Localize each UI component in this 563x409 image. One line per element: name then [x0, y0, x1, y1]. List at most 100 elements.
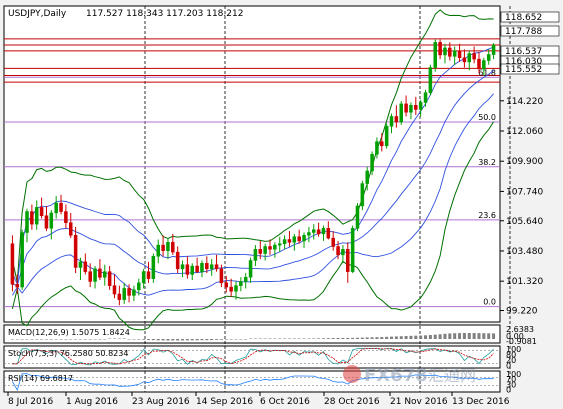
candle-body: [214, 264, 219, 270]
stoch-scale-label: 100: [506, 345, 521, 354]
candle-body: [258, 249, 263, 254]
watermark: FX678 汇通网: [343, 365, 476, 386]
stoch-d-line: [12, 348, 494, 365]
candle-body: [64, 211, 68, 223]
candle-body: [467, 53, 472, 63]
macd-histogram-bar: [190, 339, 194, 341]
macd-histogram-bar: [44, 339, 48, 340]
macd-histogram-bar: [244, 339, 248, 340]
macd-histogram-bar: [83, 339, 87, 340]
macd-histogram-bar: [307, 338, 311, 339]
macd-histogram-bar: [54, 339, 58, 340]
price-tag-box: [500, 63, 560, 75]
candle-body: [93, 268, 97, 282]
rsi-scale-label: 100: [506, 370, 521, 379]
macd-histogram-bar: [30, 339, 34, 340]
macd-label: MACD(12,26,9) 1.5075 1.8424: [8, 328, 130, 337]
macd-histogram-bar: [472, 333, 476, 339]
macd-scale-mid: 0.00: [506, 332, 524, 341]
macd-histogram-bar: [74, 339, 78, 340]
macd-histogram-bar: [477, 333, 481, 339]
rsi-scale-label: 30: [506, 380, 516, 389]
macd-histogram-bar: [428, 335, 432, 339]
candle-body: [346, 249, 350, 272]
candle-body: [331, 237, 335, 247]
price-tick-label: 105.640: [506, 217, 543, 227]
macd-histogram-bar: [117, 338, 121, 339]
macd-histogram-bar: [326, 338, 330, 339]
candle-body: [161, 244, 165, 251]
macd-histogram-bar: [443, 333, 447, 339]
macd-histogram-bar: [69, 339, 73, 340]
candle-body: [166, 242, 170, 251]
candle-body: [277, 243, 282, 246]
candle-body: [200, 263, 204, 272]
price-tag-label: 116.537: [505, 47, 542, 57]
candle-body: [190, 265, 195, 275]
macd-histogram-bar: [10, 339, 14, 340]
candle-body: [180, 264, 185, 270]
price-tick-label: 109.900: [506, 157, 543, 167]
macd-histogram-bar: [390, 336, 394, 339]
macd-histogram-bar: [35, 339, 39, 340]
rsi-label: RSI(14) 69.6817: [8, 374, 73, 383]
fibonacci-level-label: 50.0: [478, 113, 496, 122]
macd-histogram-bar: [394, 336, 398, 339]
candle-body: [234, 285, 238, 292]
candle-body: [39, 207, 44, 216]
macd-histogram-bar: [132, 339, 136, 340]
candle-body: [457, 50, 462, 58]
candle-body: [326, 228, 331, 239]
candle-body: [83, 261, 88, 272]
macd-histogram-bar: [151, 339, 155, 341]
candle-body: [370, 153, 374, 172]
macd-histogram-bar: [321, 338, 325, 339]
macd-histogram-bar: [15, 339, 19, 340]
candle-body: [137, 282, 141, 291]
macd-histogram-bar: [122, 338, 126, 339]
candle-body: [248, 260, 253, 278]
macd-histogram-bar: [424, 335, 428, 339]
price-tag-label: 118.652: [505, 13, 542, 23]
macd-histogram-bar: [229, 339, 233, 340]
macd-histogram-bar: [351, 337, 355, 339]
macd-histogram-bar: [224, 339, 228, 340]
macd-histogram-bar: [185, 339, 189, 341]
candle-body: [239, 281, 243, 286]
candle-body: [78, 261, 83, 268]
watermark-text: FX678: [364, 365, 428, 386]
stoch-scale-label: 20: [506, 356, 516, 365]
candle-body: [127, 288, 131, 296]
price-tick-label: 114.220: [506, 97, 543, 107]
macd-histogram-bar: [25, 339, 29, 340]
macd-histogram-bar: [487, 333, 491, 339]
candle-body: [316, 229, 321, 235]
macd-histogram-bar: [49, 339, 53, 340]
candle-body: [428, 67, 433, 93]
candle-body: [224, 282, 229, 288]
macd-histogram-bar: [219, 339, 223, 340]
macd-histogram-bar: [419, 335, 423, 339]
macd-histogram-bar: [64, 339, 68, 340]
candle-body: [112, 285, 117, 295]
candle-body: [404, 103, 408, 113]
macd-histogram-bar: [273, 338, 277, 339]
macd-histogram-bar: [108, 338, 112, 339]
candle-body: [311, 229, 316, 233]
candle-body: [355, 205, 360, 229]
date-tick-label: 1 Aug 2016: [66, 397, 118, 407]
macd-histogram-bar: [234, 339, 238, 340]
candle-body: [418, 102, 423, 110]
macd-histogram-bar: [78, 339, 82, 340]
candle-body: [171, 242, 175, 253]
rsi-scale-label: 0: [506, 386, 511, 395]
macd-histogram-bar: [161, 339, 165, 341]
candle-body: [59, 202, 63, 212]
candle-body: [472, 53, 476, 60]
macd-histogram-bar: [433, 334, 437, 339]
macd-histogram-bar: [195, 339, 199, 341]
macd-histogram-bar: [268, 338, 272, 339]
macd-histogram-bar: [453, 333, 457, 339]
